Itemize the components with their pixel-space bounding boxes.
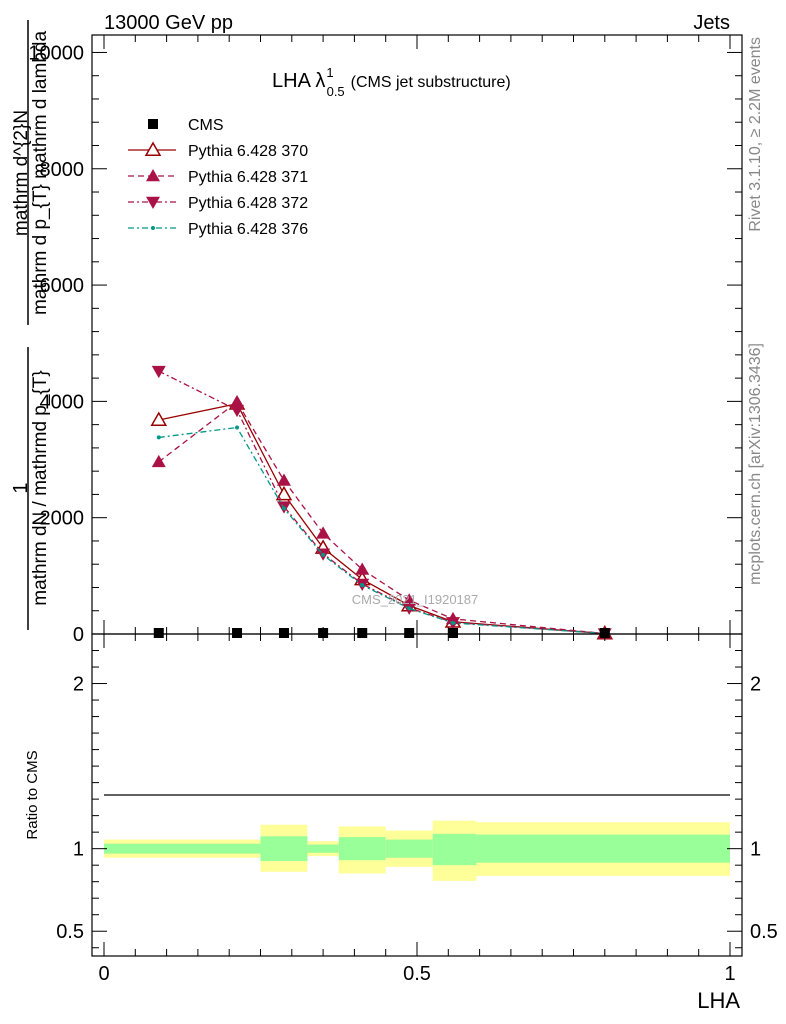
series-line (158, 426, 605, 635)
series-marker (402, 593, 417, 606)
ratio-ytick-label-right: 2 (750, 674, 761, 696)
rivet-label: Rivet 3.1.10, ≥ 2.2M events (747, 37, 764, 232)
ratio-stat-band (338, 837, 386, 861)
series-marker (275, 485, 293, 501)
ratio-stat-band (104, 843, 261, 854)
mcplots-label: mcplots.cern.ch [arXiv:1306.3436] (747, 343, 764, 585)
legend-entry: Pythia 6.428 372 (128, 195, 308, 212)
legend-label: CMS (188, 117, 224, 134)
series-line (158, 401, 605, 635)
chart-title-sup: 1 (326, 65, 333, 80)
chart-title-main: LHA λ (272, 70, 325, 92)
legend-label: Pythia 6.428 371 (188, 169, 308, 186)
series-marker (316, 526, 331, 539)
series-marker (321, 552, 326, 557)
series-marker (355, 562, 370, 575)
series-marker (235, 425, 240, 430)
data-marker (447, 628, 458, 638)
series-marker (144, 141, 162, 156)
data-marker (599, 628, 610, 638)
series-marker (360, 583, 365, 588)
legend-label: Pythia 6.428 376 (188, 221, 308, 238)
ratio-xtick-label: 0 (98, 963, 109, 985)
series-line (158, 402, 605, 635)
ratio-stat-band (385, 839, 433, 858)
x-axis-label: LHA (697, 988, 740, 1013)
ylabel-inner-denominator: mathrm d p_{T} mathrm d lambda (30, 31, 51, 315)
main-panel: 0 2000 4000 6000 8000 10000 CMS_2021_I1920187… (10, 20, 743, 646)
ratio-stat-band (432, 833, 477, 866)
series-marker (407, 606, 412, 611)
main-ytick-label: 10000 (28, 42, 84, 64)
ratio-bands (104, 820, 730, 881)
watermark: CMS_2021_I1920187 (352, 592, 479, 607)
data-marker (318, 628, 329, 638)
main-ytick-label: 8000 (40, 159, 85, 181)
ylabel-inner-numerator: mathrm d^{2}N (11, 110, 32, 236)
legend-label: Pythia 6.428 370 (188, 143, 308, 160)
ratio-ytick-label: 0.5 (56, 921, 84, 943)
ylabel-one: 1 (10, 482, 32, 493)
ratio-xtick-label: 1 (724, 963, 735, 985)
ylabel-outer-denominator: mathrm dN / mathrmd p_{T} (30, 370, 51, 605)
legend-entry: Pythia 6.428 370 (128, 141, 308, 160)
series-marker (151, 226, 155, 230)
series-marker (150, 411, 168, 426)
series-marker (450, 620, 455, 625)
ratio-panel: 0.5 0.5 1 1 2 2 0 0.5 1 Ratio to CMS LHA (24, 633, 778, 1013)
series-marker (151, 454, 166, 468)
legend-entry: CMS (148, 117, 224, 134)
main-ytick-label: 4000 (40, 391, 85, 413)
series-marker (146, 196, 160, 209)
main-axes: 0 2000 4000 6000 8000 10000 (28, 35, 742, 646)
series-marker (276, 473, 291, 486)
data-marker (278, 628, 289, 638)
ratio-ylabel: Ratio to CMS (24, 750, 41, 839)
ratio-ytick-label-right: 0.5 (750, 921, 778, 943)
legend-entry: Pythia 6.428 371 (128, 169, 308, 186)
chart-title: LHA λ1 0.5 (CMS jet substructure) (272, 65, 511, 99)
legend-label: Pythia 6.428 372 (188, 195, 308, 212)
process-label: Jets (693, 12, 730, 34)
data-marker (357, 628, 368, 638)
series-marker (156, 435, 161, 440)
main-series (150, 365, 614, 641)
legend: CMS Pythia 6.428 370 Pythia 6.428 371 Pythi… (128, 117, 308, 238)
data-marker (404, 628, 415, 638)
series-cms (153, 628, 610, 638)
series-marker (281, 506, 286, 511)
series-marker (146, 169, 160, 182)
ratio-ytick-label: 2 (73, 674, 84, 696)
main-ytick-label: 2000 (40, 508, 85, 530)
main-ylabel: 1 mathrm dN / mathrmd p_{T} mathrm d^{2}… (10, 20, 51, 630)
series-marker (151, 365, 166, 379)
ratio-frame (91, 633, 743, 957)
ratio-stat-band (260, 836, 308, 862)
ratio-xtick-label: 0.5 (403, 963, 431, 985)
series-pythia-6-428-376 (156, 425, 607, 636)
main-ytick-label: 6000 (40, 275, 85, 297)
legend-entry: Pythia 6.428 376 (128, 221, 308, 238)
data-marker (232, 628, 243, 638)
main-ytick-label: 0 (73, 624, 84, 646)
energy-label: 13000 GeV pp (104, 12, 233, 34)
ratio-ytick-label: 1 (73, 839, 84, 861)
ratio-stat-band (307, 844, 339, 853)
chart-title-sub: 0.5 (327, 84, 345, 99)
ratio-stat-band (476, 834, 730, 863)
ratio-ytick-label-right: 1 (750, 839, 761, 861)
ratio-axes: 0.5 0.5 1 1 2 2 0 0.5 1 (56, 634, 778, 985)
series-marker (230, 394, 245, 408)
data-marker (153, 628, 164, 638)
data-marker (148, 119, 158, 129)
series-marker (230, 404, 245, 418)
chart-title-suffix: (CMS jet substructure) (351, 74, 511, 91)
